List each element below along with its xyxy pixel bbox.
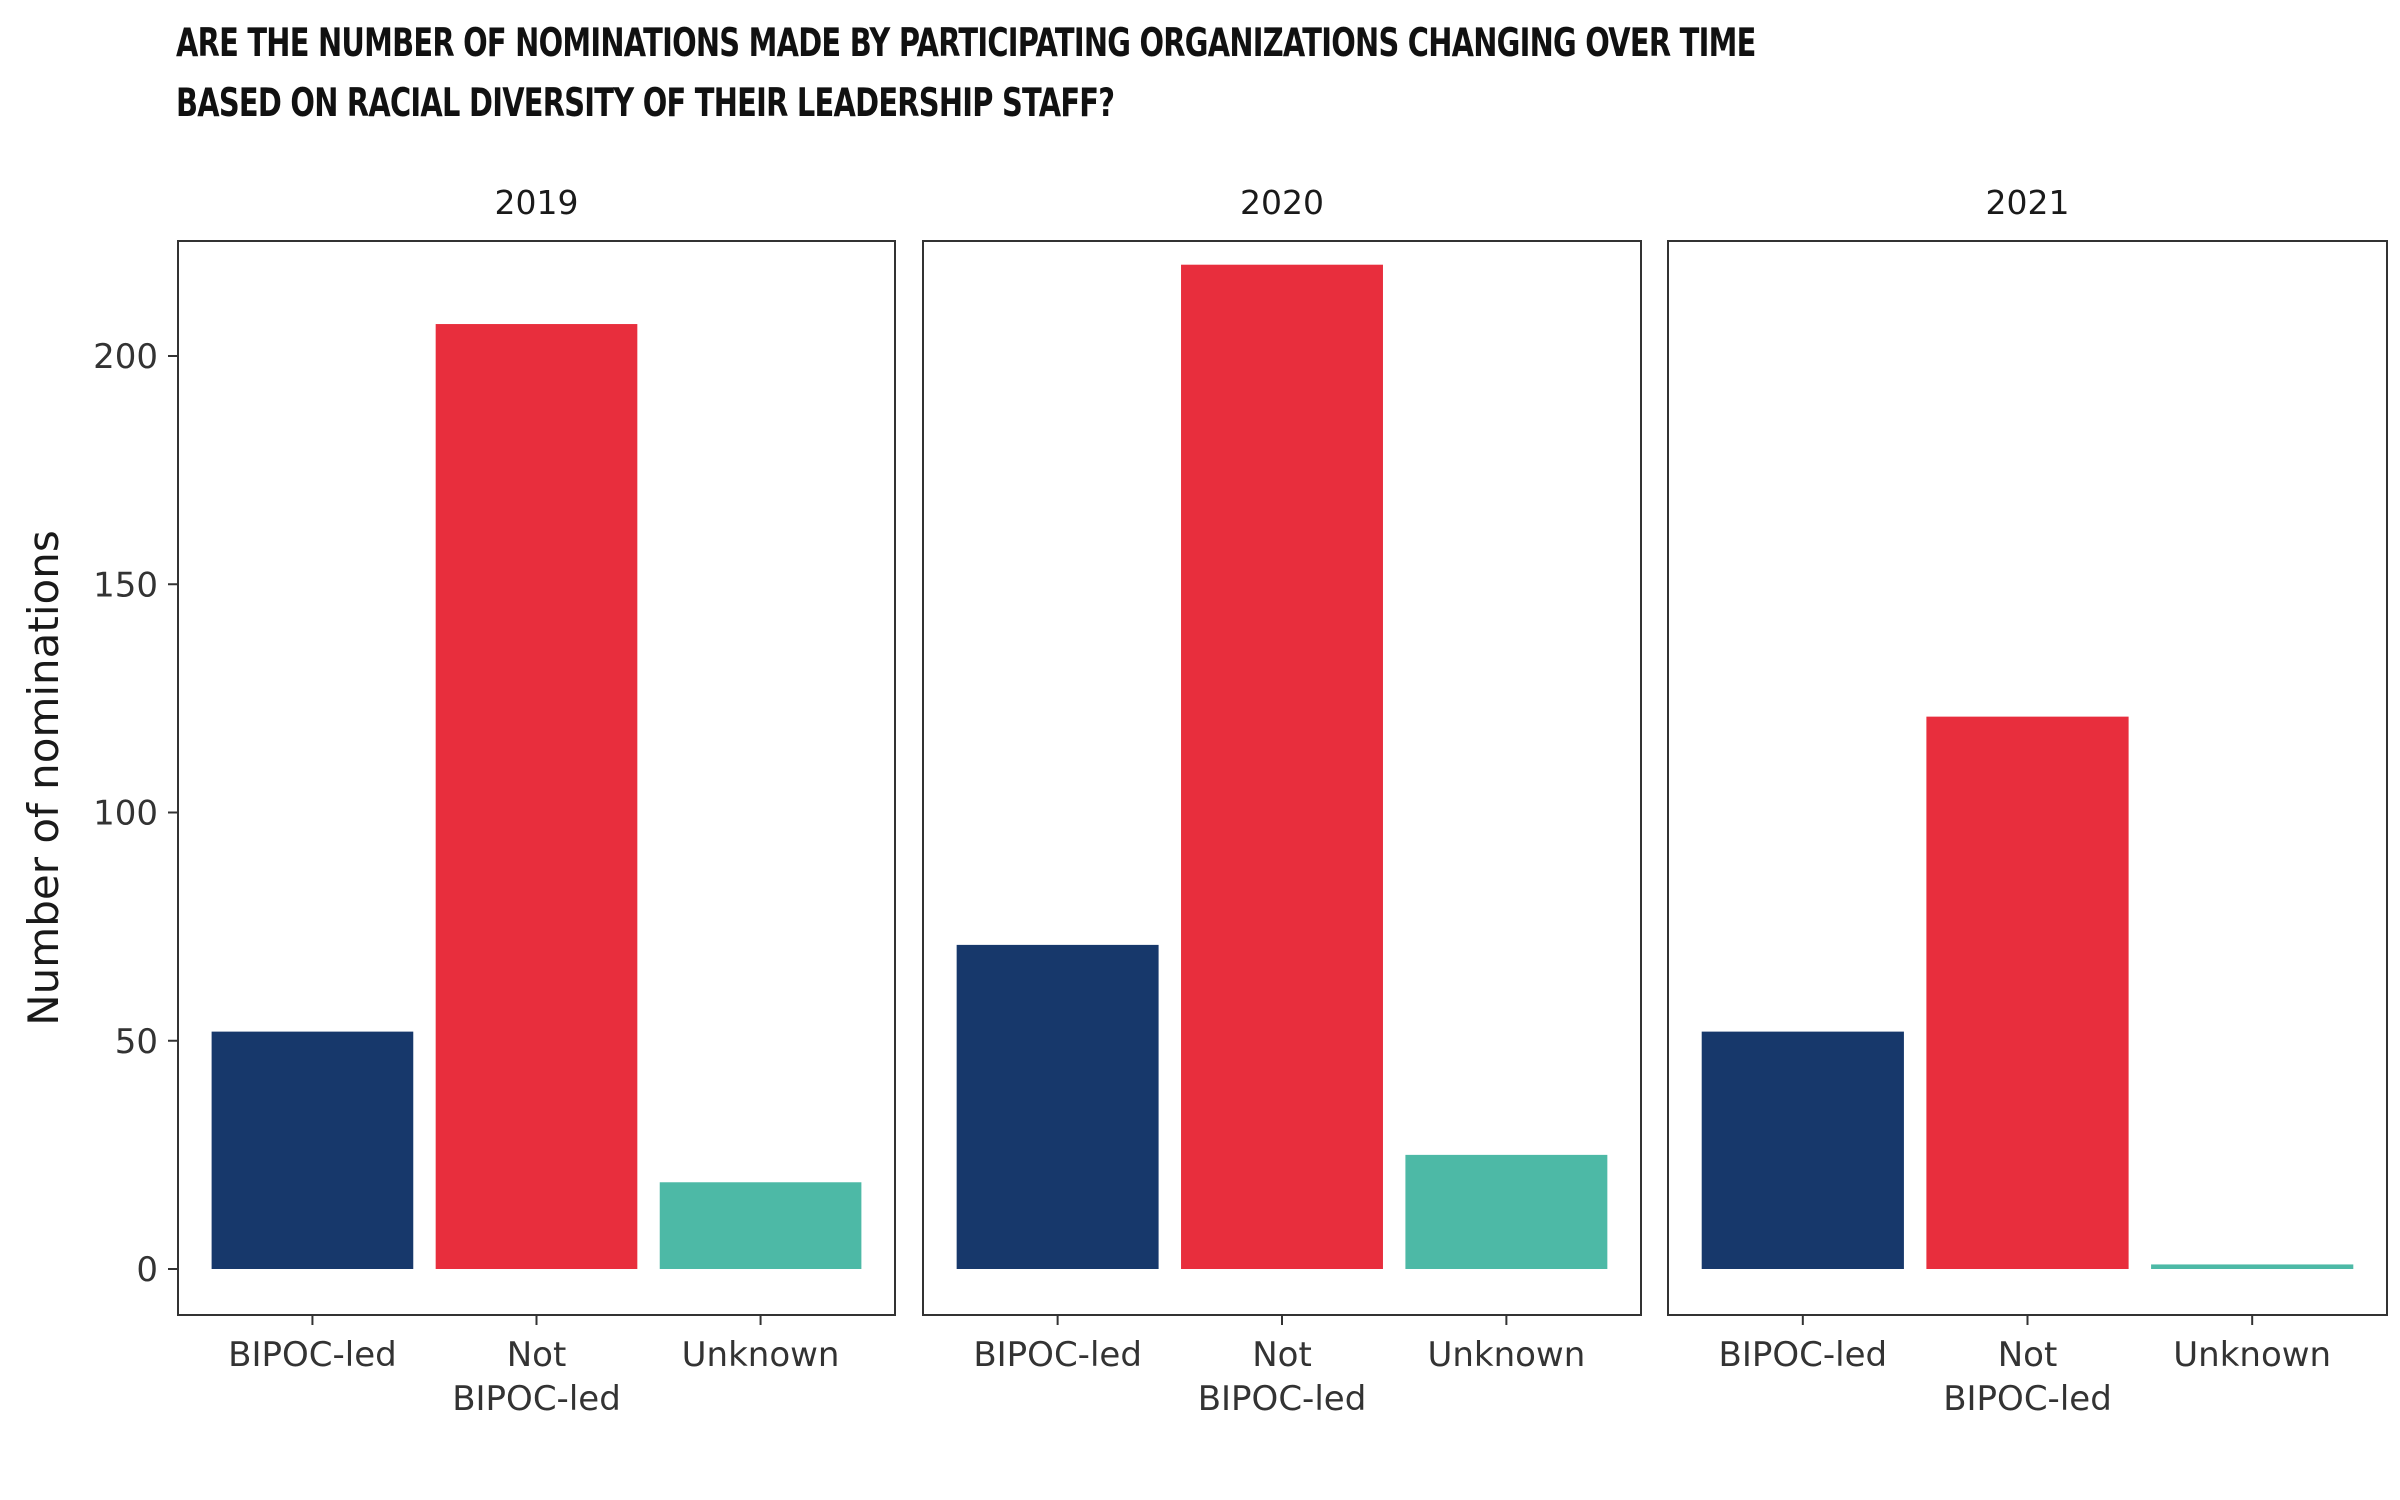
chart-title: Are the number of nominations made by pa… [176,21,1756,126]
x-tick-label-2020-1: Not BIPOC-led [1198,1335,1367,1419]
bar-2020-not-bipoc-led [1181,264,1383,1269]
bar-2019-unknown [659,1182,862,1269]
bar-2019-bipoc-led [211,1031,414,1269]
x-tick-label-2021-0: BIPOC-led [1719,1335,1888,1375]
x-tick-label-2021-2: Unknown [2173,1335,2331,1375]
y-axis-title: Number of nominations [19,530,68,1026]
x-tick-label-2021-1: Not BIPOC-led [1943,1335,2112,1419]
bar-2019-not-bipoc-led [435,324,638,1269]
facet-label-2020: 2020 [1240,183,1324,222]
x-tick-label-2020-2: Unknown [1427,1335,1585,1375]
bar-2020-bipoc-led [956,944,1159,1269]
y-tick-label-100: 100 [93,794,158,834]
y-tick-label-150: 150 [93,565,158,605]
bar-2021-unknown [2151,1264,2354,1269]
bar-2021-not-bipoc-led [1926,716,2129,1269]
x-tick-label-2019-1: Not BIPOC-led [452,1335,621,1419]
y-tick-label-50: 50 [115,1022,158,1062]
facet-label-2021: 2021 [1986,183,2070,222]
bar-2020-unknown [1405,1154,1608,1269]
y-tick-label-200: 200 [93,337,158,377]
bar-2021-bipoc-led [1701,1031,1904,1269]
x-tick-label-2020-0: BIPOC-led [973,1335,1142,1375]
facet-label-2019: 2019 [495,183,579,222]
y-tick-label-0: 0 [136,1250,158,1290]
x-tick-label-2019-2: Unknown [682,1335,840,1375]
x-tick-label-2019-0: BIPOC-led [228,1335,397,1375]
